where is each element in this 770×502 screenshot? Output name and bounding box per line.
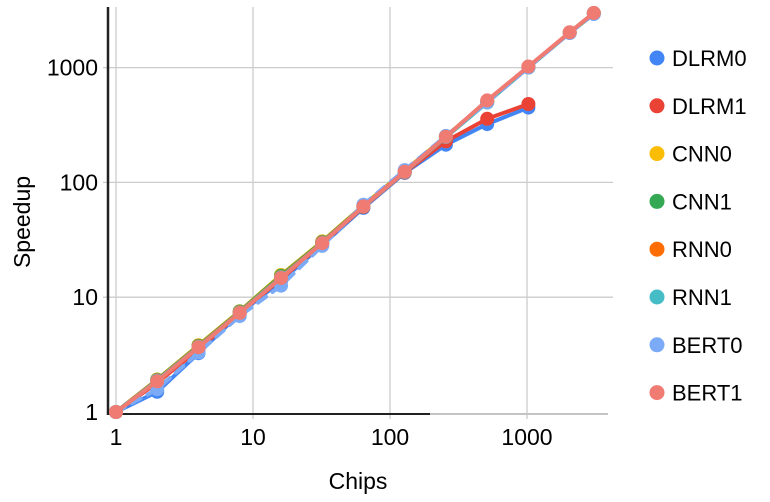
legend-swatch-BERT1 — [649, 385, 665, 401]
legend-label-DLRM0: DLRM0 — [672, 46, 747, 71]
data-point — [274, 271, 288, 285]
data-point — [150, 374, 165, 389]
legend-swatch-RNN0 — [649, 241, 665, 257]
series-BERT1 — [109, 5, 601, 419]
x-tick-label: 1 — [110, 424, 123, 450]
data-point — [397, 164, 412, 179]
legend-swatch-DLRM0 — [649, 50, 665, 66]
legend-item-BERT0: BERT0 — [649, 333, 743, 358]
data-point — [315, 236, 330, 251]
legend-swatch-DLRM1 — [649, 98, 665, 114]
y-tick-label: 1000 — [47, 55, 98, 81]
legend-swatch-BERT0 — [649, 337, 665, 353]
data-point — [480, 93, 495, 108]
data-point — [480, 111, 495, 126]
data-point — [109, 405, 123, 419]
tick-labels: 1 10 100 1000 1 10 100 1000 — [47, 55, 553, 450]
legend-item-RNN1: RNN1 — [649, 285, 732, 310]
legend-label-RNN1: RNN1 — [672, 285, 732, 310]
data-series-layer — [109, 5, 601, 419]
legend-item-DLRM1: DLRM1 — [649, 94, 747, 119]
legend-swatch-CNN1 — [649, 193, 665, 209]
gridlines — [103, 7, 613, 419]
x-axis-title: Chips — [329, 468, 388, 494]
x-tick-label: 10 — [240, 424, 266, 450]
y-tick-label: 10 — [72, 284, 98, 310]
data-point — [521, 59, 536, 74]
legend-swatch-CNN0 — [649, 146, 665, 162]
data-point — [356, 199, 371, 214]
legend-label-BERT0: BERT0 — [672, 333, 743, 358]
y-tick-label: 1 — [85, 399, 98, 425]
legend-label-BERT1: BERT1 — [672, 381, 743, 406]
legend: DLRM0 DLRM1 CNN0 CNN1 RNN0 RNN1 BERT0 BERT1 — [649, 46, 747, 406]
legend-label-DLRM1: DLRM1 — [672, 94, 747, 119]
data-point — [232, 305, 247, 320]
y-axis-title: Speedup — [9, 176, 35, 268]
data-point — [562, 25, 577, 40]
legend-item-BERT1: BERT1 — [649, 381, 743, 406]
legend-swatch-RNN1 — [649, 289, 665, 305]
legend-item-CNN0: CNN0 — [649, 142, 732, 167]
legend-label-CNN0: CNN0 — [672, 142, 732, 167]
x-tick-label: 100 — [371, 424, 409, 450]
legend-label-RNN0: RNN0 — [672, 237, 732, 262]
legend-item-CNN1: CNN1 — [649, 189, 732, 214]
data-point — [521, 97, 536, 111]
axes — [106, 7, 608, 415]
legend-item-RNN0: RNN0 — [649, 237, 732, 262]
legend-label-CNN1: CNN1 — [672, 189, 732, 214]
data-point — [586, 5, 601, 20]
y-tick-label: 100 — [60, 169, 98, 195]
data-point — [438, 129, 453, 144]
data-point — [191, 340, 206, 355]
x-tick-label: 1000 — [501, 424, 552, 450]
legend-item-DLRM0: DLRM0 — [649, 46, 747, 71]
